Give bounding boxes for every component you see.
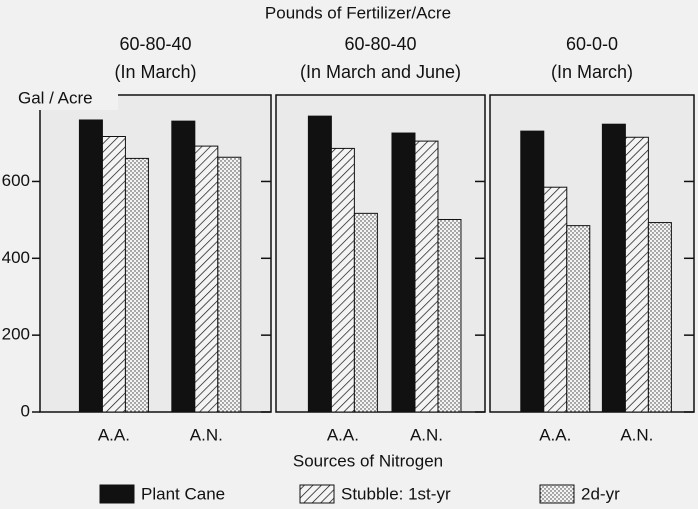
y-axis-label: Gal / Acre — [18, 88, 93, 107]
legend-swatch — [539, 484, 575, 504]
bar — [543, 186, 568, 413]
x-tick-label: A.A. — [539, 425, 571, 444]
panel-subtitle: (In March and June) — [300, 62, 461, 82]
bar — [391, 132, 416, 413]
y-tick-label: 0 — [21, 401, 30, 420]
x-tick-label: A.N. — [620, 425, 653, 444]
bar — [566, 225, 591, 413]
bar — [414, 140, 439, 413]
panel-subtitle: (In March) — [551, 62, 633, 82]
legend-swatch — [299, 484, 335, 504]
bar — [171, 120, 196, 413]
x-tick-label: A.N. — [410, 425, 443, 444]
bar — [437, 218, 462, 413]
legend-label: 2d-yr — [581, 484, 620, 503]
x-tick-label: A.N. — [190, 425, 223, 444]
bar — [330, 147, 355, 413]
panel-subtitle: 60-80-40 — [344, 34, 416, 54]
y-tick-label: 400 — [2, 248, 30, 267]
bar — [307, 115, 332, 413]
x-axis-label: Sources of Nitrogen — [293, 451, 443, 470]
bar — [647, 222, 672, 413]
panel-subtitle: 60-80-40 — [119, 34, 191, 54]
bar — [217, 156, 242, 413]
x-tick-label: A.A. — [98, 425, 130, 444]
bar — [78, 119, 103, 413]
bar — [101, 135, 126, 413]
bar — [124, 157, 149, 413]
y-label-bg — [14, 88, 118, 110]
bar — [624, 136, 649, 413]
bar — [194, 145, 219, 413]
bar — [353, 212, 378, 413]
y-tick-label: 200 — [2, 325, 30, 344]
panel-subtitle: (In March) — [114, 62, 196, 82]
panel-subtitle: 60-0-0 — [566, 34, 618, 54]
y-tick-label: 600 — [2, 171, 30, 190]
x-tick-label: A.A. — [327, 425, 359, 444]
legend-label: Stubble: 1st-yr — [341, 484, 451, 503]
bar — [601, 123, 626, 413]
chart-title: Pounds of Fertilizer/Acre — [265, 3, 451, 22]
legend-swatch — [99, 484, 135, 504]
legend-label: Plant Cane — [141, 484, 225, 503]
bar — [520, 130, 545, 413]
